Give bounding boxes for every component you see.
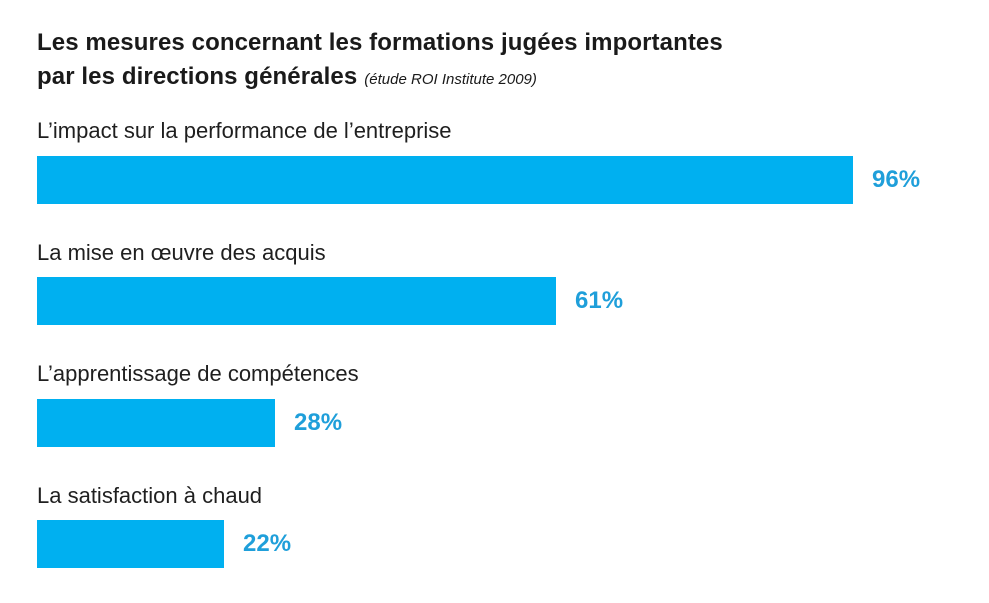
bar-value-label: 61%	[575, 287, 624, 315]
chart-row: La satisfaction à chaud 22%	[37, 482, 952, 569]
bar	[37, 155, 853, 204]
bar-category-label: L’impact sur la performance de l’entrepr…	[37, 118, 452, 144]
bar-category-label: La satisfaction à chaud	[37, 482, 263, 508]
bar-category-label: L’apprentissage de compétences	[37, 361, 359, 387]
chart-row: L’apprentissage de compétences 28%	[37, 360, 952, 447]
bar	[37, 398, 275, 447]
bar-value-label: 96%	[872, 165, 921, 193]
bar-track: 61%	[37, 277, 952, 326]
chart-title-line2: par les directions générales	[37, 62, 358, 90]
bar	[37, 277, 556, 326]
chart-title: Les mesures concernant les formations ju…	[37, 26, 952, 93]
bar-track: 28%	[37, 398, 952, 447]
bar-chart: L’impact sur la performance de l’entrepr…	[37, 117, 952, 569]
chart-row: L’impact sur la performance de l’entrepr…	[37, 117, 952, 204]
bar-track: 22%	[37, 520, 952, 569]
chart-subtitle: (étude ROI Institute 2009)	[364, 70, 537, 88]
bar-track: 96%	[37, 155, 952, 204]
chart-title-line1: Les mesures concernant les formations ju…	[37, 29, 723, 56]
bar-value-label: 22%	[243, 530, 292, 558]
bar	[37, 520, 224, 569]
bar-value-label: 28%	[294, 408, 343, 436]
chart-row: La mise en œuvre des acquis 61%	[37, 239, 952, 326]
bar-category-label: La mise en œuvre des acquis	[37, 239, 326, 265]
